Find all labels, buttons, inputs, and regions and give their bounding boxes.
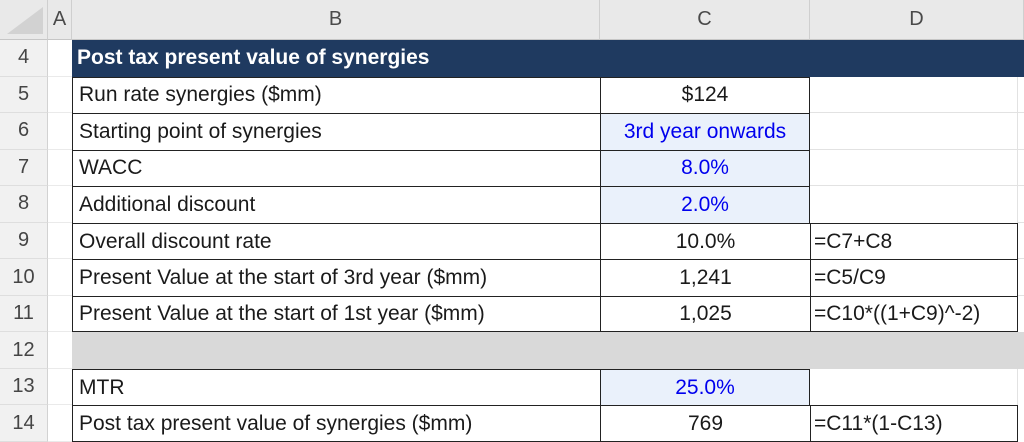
cell-filler-14 xyxy=(1018,405,1024,442)
cell-a8[interactable] xyxy=(48,186,72,223)
cell-b6-label[interactable]: Starting point of synergies xyxy=(72,113,600,150)
column-header-c[interactable]: C xyxy=(600,0,810,40)
cell-d13[interactable] xyxy=(810,368,1018,406)
cell-c5-value[interactable]: $124 xyxy=(600,76,810,114)
cell-b10-label[interactable]: Present Value at the start of 3rd year (… xyxy=(72,259,600,296)
row-header-4[interactable]: 4 xyxy=(0,40,48,77)
cell-filler-6 xyxy=(1018,113,1024,150)
column-header-d[interactable]: D xyxy=(810,0,1024,40)
cell-c11-value[interactable]: 1,025 xyxy=(600,295,810,333)
row-header-9[interactable]: 9 xyxy=(0,222,48,260)
cell-b9-label[interactable]: Overall discount rate xyxy=(72,222,600,260)
cell-d9-formula[interactable]: =C7+C8 xyxy=(810,222,1018,260)
row-header-12[interactable]: 12 xyxy=(0,332,48,369)
row-header-7[interactable]: 7 xyxy=(0,149,48,187)
cell-b11-label[interactable]: Present Value at the start of 1st year (… xyxy=(72,295,600,333)
column-header-b[interactable]: B xyxy=(72,0,600,40)
cell-a10[interactable] xyxy=(48,259,72,296)
cell-c9-value[interactable]: 10.0% xyxy=(600,222,810,260)
row-header-8[interactable]: 8 xyxy=(0,186,48,223)
cell-d14-formula[interactable]: =C11*(1-C13) xyxy=(810,405,1018,442)
cell-a6[interactable] xyxy=(48,113,72,150)
row-header-11[interactable]: 11 xyxy=(0,295,48,333)
cell-c8-input[interactable]: 2.0% xyxy=(600,186,810,223)
select-all-triangle-icon xyxy=(7,7,43,34)
cell-b4-title[interactable]: Post tax present value of synergies xyxy=(72,40,1024,77)
cell-a4[interactable] xyxy=(48,40,72,77)
row-header-10[interactable]: 10 xyxy=(0,259,48,296)
cell-a12[interactable] xyxy=(48,332,72,369)
cell-b14-label[interactable]: Post tax present value of synergies ($mm… xyxy=(72,405,600,442)
cell-a14[interactable] xyxy=(48,405,72,442)
cell-a11[interactable] xyxy=(48,295,72,333)
cell-d10-formula[interactable]: =C5/C9 xyxy=(810,259,1018,296)
cell-filler-8 xyxy=(1018,186,1024,223)
cell-c6-input[interactable]: 3rd year onwards xyxy=(600,113,810,150)
cell-a5[interactable] xyxy=(48,76,72,114)
select-all-corner[interactable] xyxy=(0,0,48,40)
cell-c14-value[interactable]: 769 xyxy=(600,405,810,442)
cell-b12-spacer[interactable] xyxy=(72,332,1024,369)
row-header-14[interactable]: 14 xyxy=(0,405,48,442)
cell-b13-label[interactable]: MTR xyxy=(72,368,600,406)
cell-filler-9 xyxy=(1018,222,1024,260)
cell-a9[interactable] xyxy=(48,222,72,260)
cell-filler-5 xyxy=(1018,76,1024,114)
cell-d5[interactable] xyxy=(810,76,1018,114)
cell-c7-input[interactable]: 8.0% xyxy=(600,149,810,187)
cell-filler-13 xyxy=(1018,368,1024,406)
cell-a13[interactable] xyxy=(48,368,72,406)
row-header-6[interactable]: 6 xyxy=(0,113,48,150)
cell-c10-value[interactable]: 1,241 xyxy=(600,259,810,296)
cell-d6[interactable] xyxy=(810,113,1018,150)
cell-b7-label[interactable]: WACC xyxy=(72,149,600,187)
cell-filler-7 xyxy=(1018,149,1024,187)
cell-d7[interactable] xyxy=(810,149,1018,187)
row-header-5[interactable]: 5 xyxy=(0,76,48,114)
cell-d11-formula[interactable]: =C10*((1+C9)^-2) xyxy=(810,295,1018,333)
cell-filler-10 xyxy=(1018,259,1024,296)
row-header-13[interactable]: 13 xyxy=(0,368,48,406)
column-header-a[interactable]: A xyxy=(48,0,72,40)
cell-d8[interactable] xyxy=(810,186,1018,223)
cell-b5-label[interactable]: Run rate synergies ($mm) xyxy=(72,76,600,114)
cell-b8-label[interactable]: Additional discount xyxy=(72,186,600,223)
cell-filler-11 xyxy=(1018,295,1024,333)
cell-a7[interactable] xyxy=(48,149,72,187)
cell-c13-input[interactable]: 25.0% xyxy=(600,368,810,406)
